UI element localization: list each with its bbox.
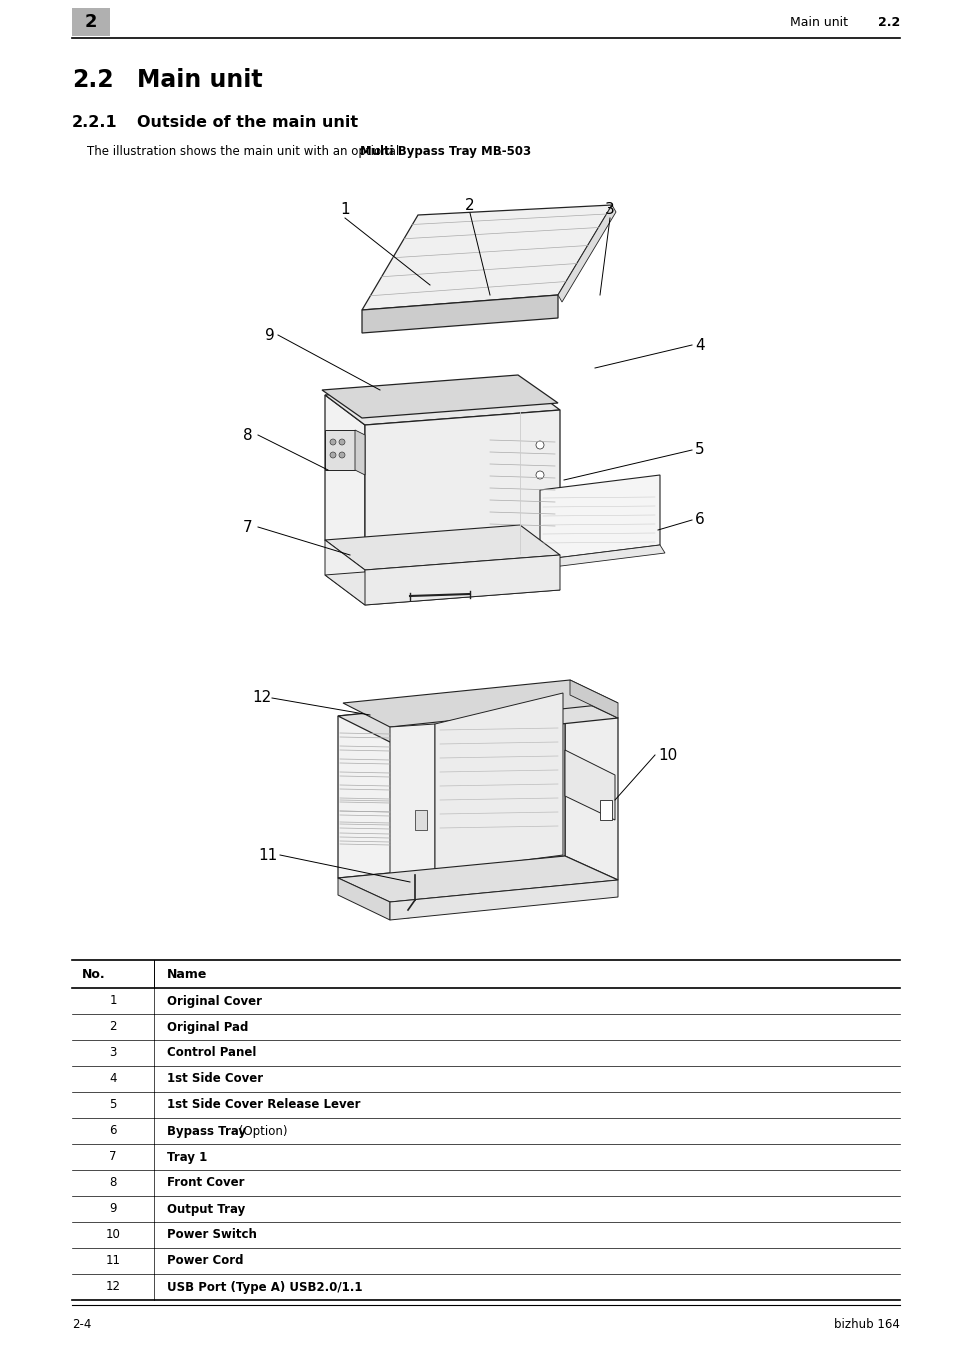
Polygon shape [322,375,558,418]
Text: (Option): (Option) [234,1125,287,1138]
Text: 9: 9 [265,328,274,343]
Polygon shape [390,724,435,875]
Text: 1: 1 [340,202,350,217]
Text: bizhub 164: bizhub 164 [833,1319,899,1331]
Text: 1st Side Cover: 1st Side Cover [167,1072,263,1085]
Polygon shape [325,560,559,605]
Text: 1st Side Cover Release Lever: 1st Side Cover Release Lever [167,1099,360,1111]
Text: 2.2.1: 2.2.1 [71,115,117,130]
Text: Power Switch: Power Switch [167,1228,256,1242]
Text: Bypass Tray: Bypass Tray [167,1125,246,1138]
Text: Control Panel: Control Panel [167,1046,256,1060]
Text: 9: 9 [110,1203,116,1215]
Circle shape [338,439,345,446]
Bar [599,801,612,819]
Text: 10: 10 [106,1228,120,1242]
Polygon shape [365,555,559,605]
Polygon shape [325,525,559,570]
Text: 11: 11 [258,848,277,863]
Circle shape [536,471,543,479]
Text: 4: 4 [110,1072,116,1085]
Text: USB Port (Type A) USB2.0/1.1: USB Port (Type A) USB2.0/1.1 [167,1281,362,1293]
Polygon shape [558,205,616,302]
Polygon shape [325,396,365,570]
Text: 2: 2 [465,197,475,212]
Polygon shape [325,431,355,470]
Text: 11: 11 [106,1254,120,1268]
Text: 10: 10 [658,748,677,763]
FancyBboxPatch shape [71,8,110,36]
Bar [415,810,427,830]
Text: 1: 1 [110,995,116,1007]
Text: Name: Name [167,968,207,980]
Text: 2-4: 2-4 [71,1319,91,1331]
Text: 2: 2 [110,1021,116,1034]
Text: 8: 8 [243,428,253,443]
Circle shape [338,452,345,458]
Text: 7: 7 [110,1150,116,1164]
Text: 2: 2 [85,14,97,31]
Text: .: . [498,144,502,158]
Polygon shape [325,540,365,605]
Text: Tray 1: Tray 1 [167,1150,207,1164]
Polygon shape [539,475,659,560]
Text: Original Pad: Original Pad [167,1021,248,1034]
Text: Outside of the main unit: Outside of the main unit [137,115,357,130]
Text: Power Cord: Power Cord [167,1254,243,1268]
Polygon shape [337,878,390,919]
Polygon shape [390,880,618,919]
Polygon shape [365,410,559,570]
Text: Output Tray: Output Tray [167,1203,245,1215]
Text: 6: 6 [695,513,704,528]
Text: 5: 5 [695,443,704,458]
Text: 2.2: 2.2 [71,68,113,92]
Text: 7: 7 [243,520,253,535]
Text: 8: 8 [110,1176,116,1189]
Text: 3: 3 [110,1046,116,1060]
Circle shape [330,439,335,446]
Text: 12: 12 [253,690,272,706]
Text: Main unit: Main unit [137,68,262,92]
Polygon shape [435,693,562,872]
Polygon shape [355,431,365,475]
Polygon shape [539,545,664,568]
Polygon shape [569,680,618,718]
Text: 6: 6 [110,1125,116,1138]
Polygon shape [325,379,559,425]
Text: Multi Bypass Tray MB-503: Multi Bypass Tray MB-503 [359,144,530,158]
Text: 2.2: 2.2 [877,15,899,28]
Text: 12: 12 [106,1281,120,1293]
Text: 4: 4 [695,338,704,352]
Polygon shape [564,693,618,880]
Polygon shape [337,693,564,878]
Polygon shape [337,856,618,902]
Circle shape [330,452,335,458]
Text: 5: 5 [110,1099,116,1111]
Text: 3: 3 [604,202,615,217]
Polygon shape [337,693,618,743]
Text: No.: No. [82,968,106,980]
Circle shape [401,906,414,918]
Polygon shape [564,751,615,819]
Text: Original Cover: Original Cover [167,995,262,1007]
Polygon shape [361,296,558,333]
Polygon shape [361,205,612,310]
Text: Front Cover: Front Cover [167,1176,244,1189]
Text: The illustration shows the main unit with an optional: The illustration shows the main unit wit… [87,144,402,158]
Text: Main unit: Main unit [789,15,847,28]
Polygon shape [343,680,618,728]
Circle shape [536,441,543,450]
